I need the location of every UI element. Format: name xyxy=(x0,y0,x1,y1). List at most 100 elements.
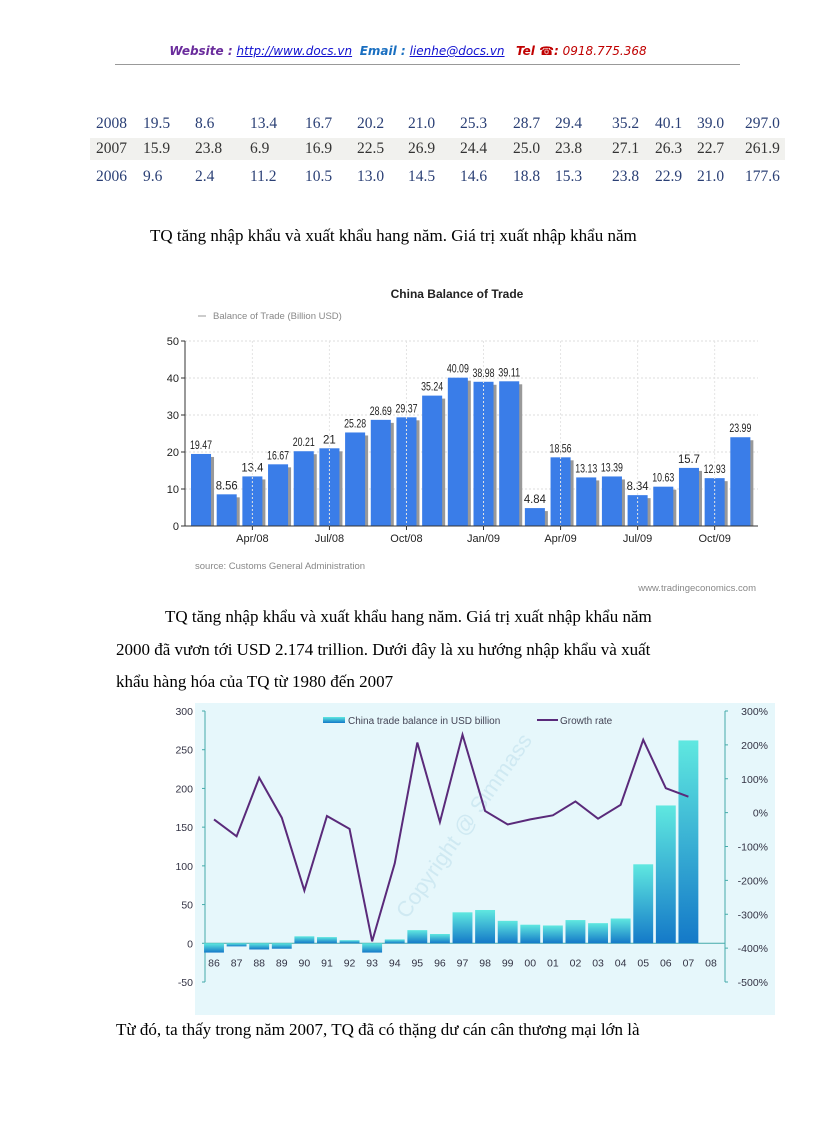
bar xyxy=(588,923,608,944)
data-label: 19.47 xyxy=(190,440,212,452)
bar xyxy=(524,508,545,526)
table-cell: 13.0 xyxy=(357,168,385,185)
x-tick-label: 01 xyxy=(547,957,559,969)
y-tick-label-left: 200 xyxy=(175,783,193,795)
x-tick-label: 03 xyxy=(592,957,604,969)
y-tick-label: 20 xyxy=(167,447,179,459)
tel-label: Tel ☎: xyxy=(516,44,559,58)
table-cell: 25.0 xyxy=(513,140,541,157)
table-cell: 29.4 xyxy=(555,115,583,132)
growth-rate-line xyxy=(213,730,689,942)
x-tick-label: 07 xyxy=(683,957,695,969)
x-tick-label: 00 xyxy=(524,957,536,969)
y-tick-label-right: -100% xyxy=(738,842,768,854)
x-tick-label: 90 xyxy=(299,957,311,969)
tel-number: 0918.775.368 xyxy=(562,44,647,58)
table-cell: 16.7 xyxy=(305,115,333,132)
data-label: 23.99 xyxy=(729,423,751,435)
row-year: 2008 xyxy=(96,115,127,132)
y-tick-label: 40 xyxy=(167,373,179,385)
bar xyxy=(429,933,450,944)
table-cell: 23.8 xyxy=(195,140,223,157)
data-label: 13.39 xyxy=(601,462,623,474)
table-cell: 40.1 xyxy=(655,115,683,132)
paragraph-3: Từ đó, ta thấy trong năm 2007, TQ đã có … xyxy=(116,1020,640,1039)
x-tick-label: Oct/09 xyxy=(698,533,730,545)
page-header: Website : http://www.docs.vn Email : lie… xyxy=(0,44,816,58)
data-label: 35.24 xyxy=(421,382,443,394)
x-tick-label: Apr/08 xyxy=(236,533,268,545)
table-cell: 15.9 xyxy=(143,140,171,157)
row-year: 2006 xyxy=(96,168,127,185)
x-tick-label: 06 xyxy=(660,957,672,969)
table-cell: 21.0 xyxy=(697,168,725,185)
x-tick-label: 04 xyxy=(615,957,627,969)
table-cell: 11.2 xyxy=(250,168,277,185)
bar xyxy=(249,943,270,950)
bar xyxy=(422,395,443,526)
data-label: 8.34 xyxy=(627,481,650,493)
table-cell: 26.9 xyxy=(408,140,436,157)
bar xyxy=(407,930,428,944)
table-cell: 23.8 xyxy=(555,140,583,157)
x-tick-label: Jul/08 xyxy=(315,533,344,545)
table-cell: 22.5 xyxy=(357,140,385,157)
y-tick-label-left: 0 xyxy=(187,938,193,950)
data-label: 15.7 xyxy=(678,454,700,466)
bar xyxy=(204,943,224,953)
email-link[interactable]: lienhe@docs.vn xyxy=(409,44,505,58)
y-tick-label: 0 xyxy=(173,521,179,533)
table-cell: 177.6 xyxy=(745,168,780,185)
bar xyxy=(497,920,518,944)
table-cell: 20.2 xyxy=(357,115,385,132)
y-tick-label-left: 50 xyxy=(181,900,193,912)
x-tick-label: 89 xyxy=(276,957,288,969)
paragraph-2-line-3: khẩu hàng hóa của TQ từ 1980 đến 2007 xyxy=(116,672,394,691)
x-tick-label: 93 xyxy=(366,957,378,969)
bar xyxy=(317,937,337,944)
table-cell: 16.9 xyxy=(305,140,333,157)
bar xyxy=(633,864,654,944)
x-tick-label: 95 xyxy=(411,957,423,969)
table-row: 2008 19.5 8.6 13.4 16.7 20.2 21.0 25.3 28.7 29.4 3… xyxy=(90,113,785,135)
data-label: 13.4 xyxy=(241,462,264,474)
table-cell: 28.7 xyxy=(513,115,541,132)
y-tick-label: 10 xyxy=(167,484,179,496)
y-tick-label-left: 250 xyxy=(175,745,193,757)
table-cell: 26.3 xyxy=(655,140,683,157)
table-cell: 22.7 xyxy=(697,140,725,157)
chart-title: China Balance of Trade xyxy=(391,287,524,301)
table-cell: 27.1 xyxy=(612,140,640,157)
table-row: 2007 15.9 23.8 6.9 16.9 22.5 26.9 24.4 25.0 23.8 2… xyxy=(90,138,785,160)
x-tick-label: 97 xyxy=(457,957,469,969)
table-cell: 10.5 xyxy=(305,168,333,185)
table-cell: 9.6 xyxy=(143,168,163,185)
data-label: 13.13 xyxy=(575,463,597,475)
data-label: 40.09 xyxy=(447,364,469,376)
data-label: 28.69 xyxy=(370,406,392,418)
bar xyxy=(730,437,751,526)
table-cell: 39.0 xyxy=(697,115,725,132)
table-cell: 35.2 xyxy=(612,115,640,132)
bar xyxy=(226,943,247,947)
table-cell: 22.9 xyxy=(655,168,683,185)
y-tick-label-right: 0% xyxy=(753,808,768,820)
table-cell: 23.8 xyxy=(612,168,640,185)
data-label: 10.63 xyxy=(652,473,674,485)
table-cell: 24.4 xyxy=(460,140,488,157)
bar xyxy=(452,912,473,944)
x-tick-label: Oct/08 xyxy=(390,533,422,545)
y-tick-label-left: -50 xyxy=(178,977,193,989)
bar xyxy=(345,432,366,526)
website-link[interactable]: http://www.docs.vn xyxy=(236,44,353,58)
credit-note: www.tradingeconomics.com xyxy=(637,583,756,594)
bar xyxy=(520,924,541,944)
bar xyxy=(362,943,383,953)
bar xyxy=(499,381,520,526)
bar xyxy=(319,448,340,526)
x-tick-label: 99 xyxy=(502,957,514,969)
bar xyxy=(678,740,699,944)
data-label: 25.28 xyxy=(344,418,366,430)
